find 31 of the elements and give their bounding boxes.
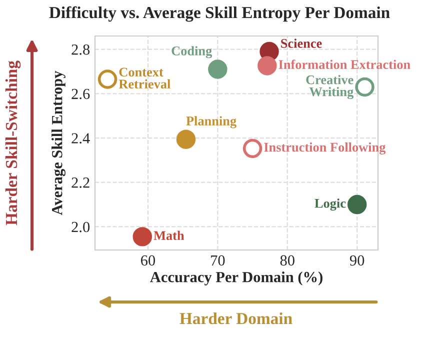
- point: [176, 130, 196, 149]
- point: [242, 138, 262, 158]
- point: [208, 60, 228, 79]
- point: [347, 194, 367, 214]
- x-tick-label: 80: [280, 255, 294, 266]
- series-label: Math: [154, 230, 184, 240]
- y-axis-title: Average Skill Entropy: [52, 70, 66, 216]
- y-tick-label: 2.8: [72, 44, 90, 55]
- series-label: Planning: [186, 116, 236, 128]
- y-tick-label: 2.0: [72, 222, 90, 232]
- series-label: Logic: [314, 198, 346, 211]
- x-tick-label: 90: [350, 255, 364, 266]
- point: [132, 227, 152, 246]
- series-label: Information Extraction: [278, 60, 410, 70]
- x-axis-title: Accuracy Per Domain (%): [150, 271, 322, 286]
- point: [355, 77, 374, 97]
- y-tick-label: 2.6: [72, 88, 90, 100]
- chart-title: Difficulty vs. Average Skill Entropy Per Domain: [49, 6, 390, 22]
- text: Harder Skill-Switching: [5, 60, 21, 226]
- x-tick-label: 60: [140, 255, 156, 266]
- text: Harder Domain: [180, 312, 292, 324]
- series-label: Context Retrieval: [118, 68, 170, 89]
- y-tick-label: 2.4: [72, 133, 90, 144]
- point: [98, 70, 118, 89]
- series-label: Instruction Following: [264, 142, 386, 154]
- series-label: Science: [281, 38, 322, 48]
- series-label: Creative Writing: [306, 74, 354, 100]
- y-tick-label: 2.2: [72, 178, 90, 188]
- point: [258, 56, 277, 76]
- x-tick-label: 70: [211, 255, 225, 266]
- series-label: Coding: [172, 46, 212, 58]
